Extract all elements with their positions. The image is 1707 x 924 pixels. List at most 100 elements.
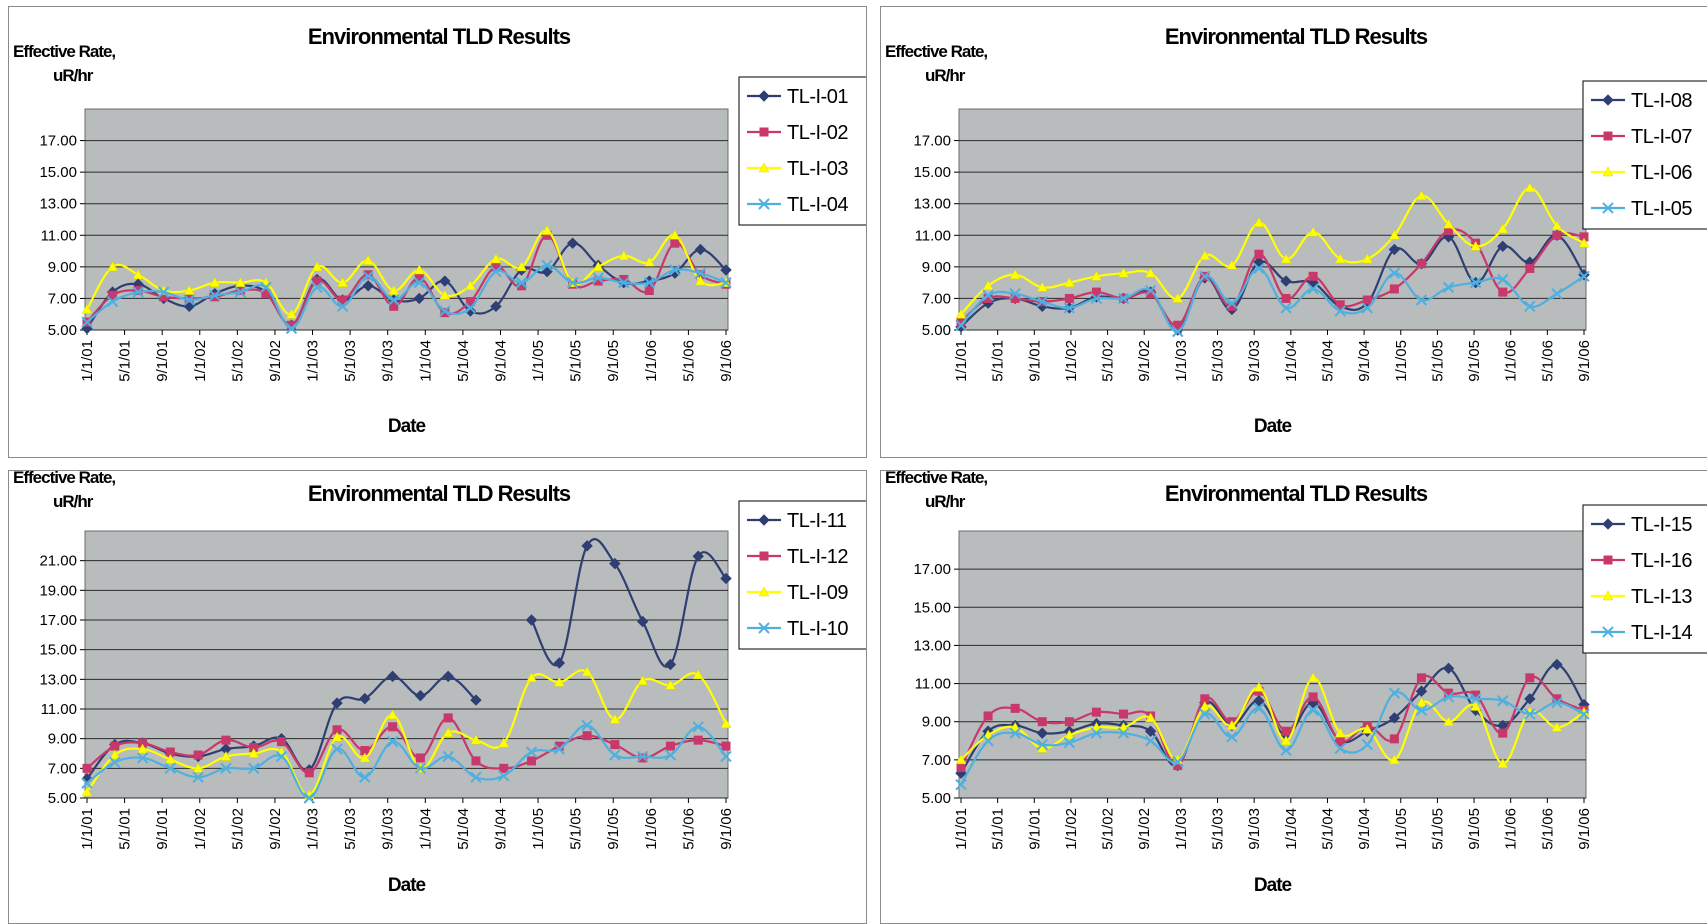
legend-swatch-marker (758, 622, 770, 634)
data-point (109, 756, 121, 769)
data-point (1524, 693, 1536, 705)
x-tick-label: 9/1/01 (154, 808, 171, 850)
legend-label: TL-I-10 (787, 618, 848, 640)
data-point (442, 727, 454, 737)
x-tick-label: 5/1/03 (342, 340, 359, 382)
chart-panel-1: Environmental TLD Results Effective Rate,… (8, 6, 867, 458)
data-point (1144, 284, 1157, 297)
legend-swatch-marker (759, 127, 769, 137)
data-point (1253, 702, 1265, 715)
x-tick-label: 1/1/01 (79, 808, 96, 850)
y-tick-label: 13.00 (39, 671, 77, 688)
data-point (1307, 704, 1319, 716)
x-tick-label: 9/1/06 (1576, 808, 1593, 850)
data-point (1036, 295, 1048, 308)
data-point (516, 261, 527, 272)
data-point (1416, 190, 1427, 201)
data-point (498, 737, 510, 748)
x-axis-label: Date (388, 416, 426, 437)
data-point (1388, 754, 1400, 765)
x-tick-label: 5/1/03 (342, 808, 359, 850)
y-tick-label: 19.00 (39, 582, 77, 599)
data-point (359, 692, 371, 705)
x-tick-label: 5/1/05 (568, 808, 585, 850)
y-tick-label: 15.00 (913, 164, 951, 181)
data-point (192, 762, 204, 773)
data-point (388, 285, 400, 295)
data-point (720, 264, 732, 276)
chart-title: Environmental TLD Results (1165, 24, 1428, 49)
data-point (1524, 182, 1536, 193)
x-tick-label: 5/1/01 (117, 340, 134, 382)
x-tick-label: 9/1/01 (1026, 340, 1043, 382)
data-point (220, 750, 232, 761)
y-axis-label: Effective Rate, (885, 471, 987, 487)
legend-swatch-marker (1602, 202, 1614, 214)
data-point (1335, 300, 1345, 310)
data-point (721, 741, 731, 751)
legend-label: TL-I-15 (1631, 514, 1692, 536)
data-point (1091, 270, 1102, 281)
data-point (1253, 695, 1265, 707)
x-tick-label: 5/1/04 (1319, 340, 1336, 382)
data-point (1253, 217, 1265, 227)
data-point (499, 763, 509, 773)
data-point (336, 300, 349, 313)
data-point (109, 749, 121, 760)
data-point (81, 303, 93, 314)
data-point (275, 750, 288, 763)
x-tick-label: 9/1/03 (380, 808, 397, 850)
data-point (581, 719, 593, 732)
data-point (609, 557, 621, 570)
data-point (1118, 721, 1129, 732)
series-line (530, 538, 727, 668)
x-tick-label: 9/1/05 (1466, 340, 1483, 382)
legend-swatch-marker (758, 90, 770, 102)
x-tick-label: 5/1/02 (1100, 340, 1117, 382)
data-point (1334, 253, 1346, 264)
x-tick-label: 9/1/04 (1356, 808, 1373, 850)
data-point (1226, 720, 1238, 730)
x-tick-label: 1/1/05 (1393, 808, 1410, 850)
data-point (1063, 277, 1075, 287)
data-point (1253, 262, 1265, 275)
data-point (1551, 658, 1563, 671)
legend-swatch-marker (1603, 131, 1613, 141)
data-point (285, 322, 298, 335)
data-point (388, 294, 400, 306)
y-tick-label: 11.00 (915, 676, 951, 693)
data-point (1361, 738, 1374, 751)
series-line (86, 264, 727, 330)
data-point (692, 669, 704, 680)
data-point (415, 753, 425, 763)
data-point (107, 261, 118, 272)
legend-swatch-marker (1603, 555, 1613, 565)
x-tick-label: 5/1/05 (1429, 808, 1446, 850)
data-point (331, 697, 343, 709)
data-point (515, 276, 528, 289)
data-point (362, 255, 374, 265)
legend-label: TL-I-11 (787, 510, 847, 532)
x-tick-label: 1/1/03 (1173, 808, 1190, 850)
x-tick-label: 1/1/05 (1393, 340, 1410, 382)
data-point (694, 243, 707, 256)
x-tick-label: 9/1/05 (1466, 808, 1483, 850)
data-point (414, 762, 427, 775)
chart-title: Environmental TLD Results (308, 24, 571, 49)
x-tick-label: 1/1/04 (417, 340, 434, 382)
x-tick-label: 5/1/05 (568, 340, 585, 382)
data-point (470, 734, 482, 745)
x-tick-label: 5/1/06 (1539, 340, 1556, 382)
data-point (1578, 270, 1590, 283)
x-tick-label: 1/1/05 (530, 340, 547, 382)
line-chart-4: Environmental TLD Results Effective Rate,… (885, 471, 1707, 896)
data-point (1308, 271, 1318, 281)
data-point (1199, 708, 1211, 720)
data-point (669, 229, 681, 240)
data-point (1498, 287, 1508, 297)
y-tick-label: 15.00 (39, 642, 77, 659)
data-point (592, 261, 604, 272)
y-axis-label: Effective Rate, (885, 42, 987, 61)
data-point (1525, 673, 1535, 683)
x-tick-label: 1/1/04 (1283, 808, 1300, 850)
